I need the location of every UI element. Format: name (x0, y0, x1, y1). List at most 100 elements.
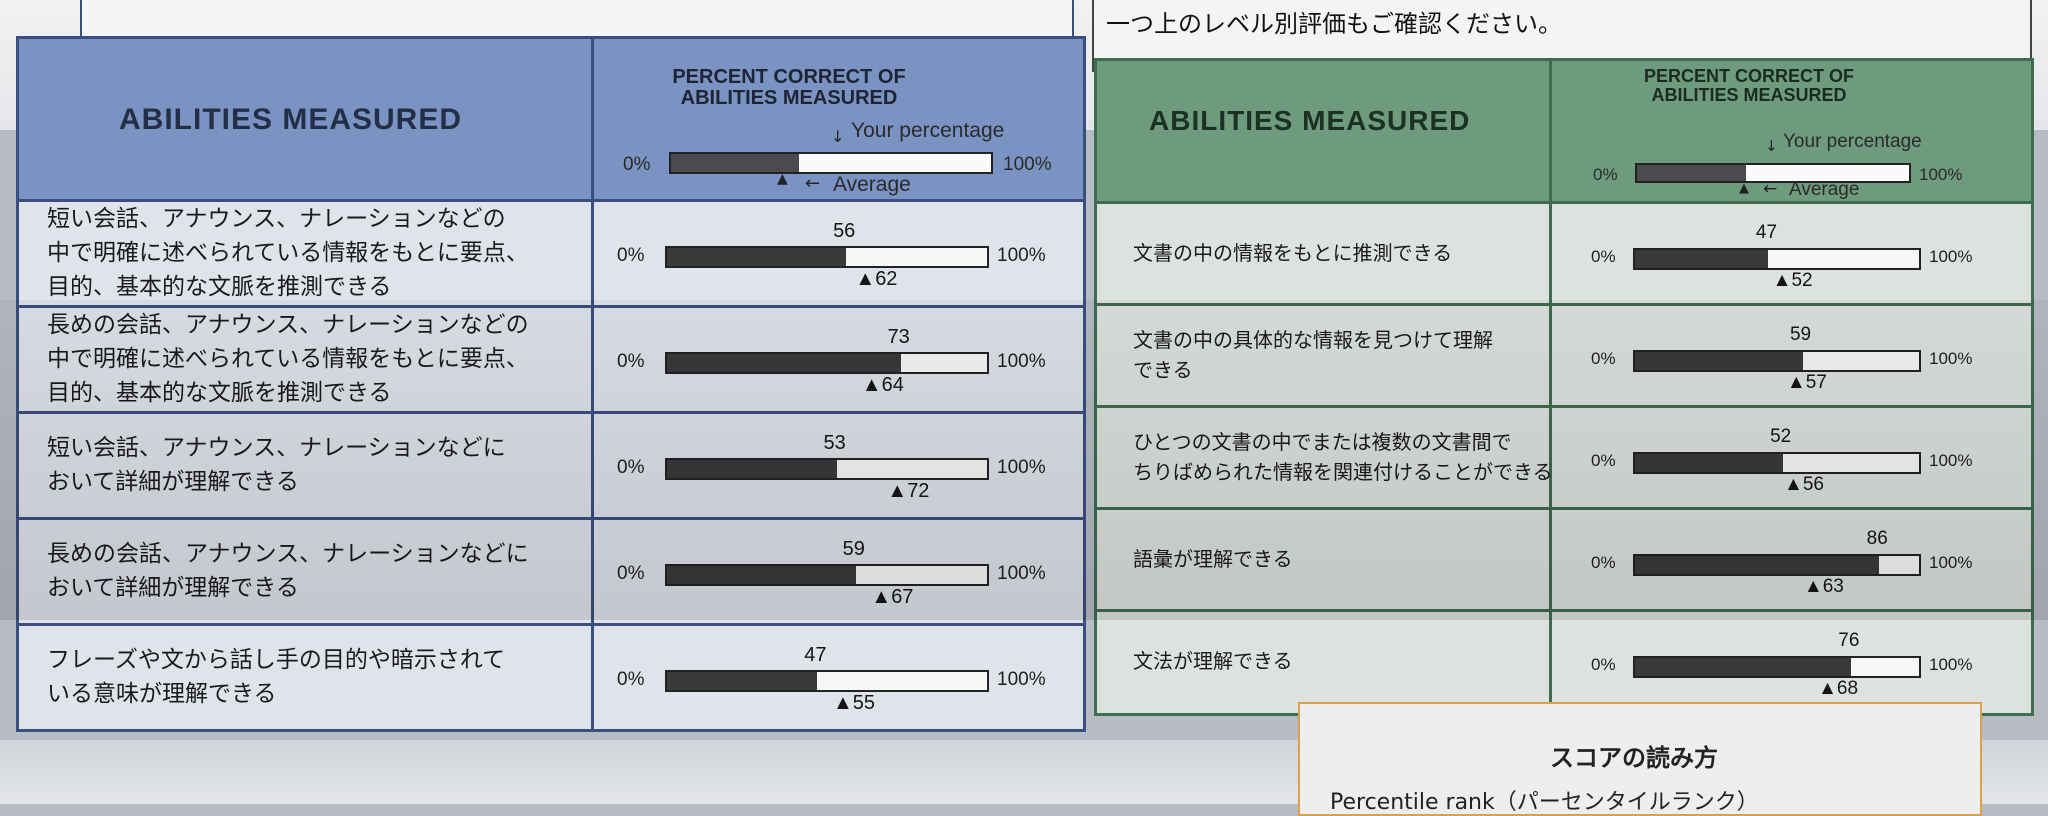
average-triangle-icon: ▲ (1818, 678, 1837, 699)
bar-zero-label: 0% (617, 669, 645, 690)
column-divider (1549, 612, 1552, 714)
your-percentage-value: 52 (1770, 426, 1792, 447)
ability-description-line: いる意味が理解できる (47, 681, 277, 707)
ability-description-line: 文書の中の具体的な情報を見つけて理解 (1133, 328, 1493, 352)
bar-hundred-label: 100% (1929, 349, 1973, 368)
legend-zero-label: 0% (623, 154, 651, 175)
ability-description: 文書の中の具体的な情報を見つけて理解 できる (1133, 325, 1493, 385)
ability-description: 文書の中の情報をもとに推測できる (1133, 238, 1452, 268)
bar-hundred-label: 100% (997, 669, 1046, 690)
your-percentage-value: 86 (1866, 528, 1888, 549)
your-percentage-fill (1635, 454, 1783, 472)
average-value: 56 (1802, 474, 1824, 495)
legend-bar-fill (1637, 165, 1746, 181)
legend-your-percentage: Your percentage (1783, 131, 1922, 152)
bar-hundred-label: 100% (1929, 247, 1973, 266)
ability-description-line: 中で明確に述べられている情報をもとに要点、 (47, 346, 529, 372)
table-header: ABILITIES MEASURED PERCENT CORRECT OF AB… (19, 39, 1083, 202)
ability-row: 長めの会話、アナウンス、ナレーションなどに おいて詳細が理解できる 0% 100% 59… (19, 517, 1083, 626)
ability-description-line: 文法が理解できる (1133, 649, 1293, 673)
average-arrow-icon: ← (805, 173, 821, 194)
notice-text: 一つ上のレベル別評価もご確認ください。 (1106, 10, 1562, 38)
ability-description: 長めの会話、アナウンス、ナレーションなどに おいて詳細が理解できる (47, 537, 529, 605)
average-marker: ▲55 (833, 692, 875, 715)
your-percentage-value: 47 (1755, 222, 1778, 243)
average-marker: ▲57 (1787, 372, 1827, 394)
ability-description-line: 目的、基本的な文脈を推測できる (47, 380, 392, 406)
ability-description-line: おいて詳細が理解できる (47, 469, 299, 495)
column-divider (1549, 510, 1552, 612)
legend-hundred-label: 100% (1003, 154, 1052, 175)
column-divider (591, 202, 594, 308)
percent-correct-title-line1: PERCENT CORRECT OF (1643, 66, 1854, 86)
average-value: 68 (1836, 678, 1859, 699)
abilities-measured-title: ABILITIES MEASURED (1149, 105, 1471, 136)
legend-zero-label: 0% (1593, 165, 1618, 184)
average-triangle-icon: ▲ (855, 268, 876, 290)
ability-description-line: 短い会話、アナウンス、ナレーションなどの (47, 206, 506, 232)
your-percentage-fill (1635, 556, 1880, 574)
ability-description: 長めの会話、アナウンス、ナレーションなどの 中で明確に述べられている情報をもとに要… (47, 308, 529, 410)
ability-description: ひとつの文書の中でまたは複数の文書間で ちりばめられた情報を関連付けることができる (1133, 427, 1553, 487)
bar-zero-label: 0% (1591, 655, 1616, 674)
percent-bar (1633, 656, 1921, 678)
average-marker: ▲63 (1804, 576, 1844, 598)
your-percentage-value: 76 (1838, 630, 1860, 651)
percent-correct-title-line2: ABILITIES MEASURED (680, 87, 898, 109)
percent-bar (665, 246, 989, 268)
bar-hundred-label: 100% (1929, 553, 1973, 572)
ability-row: 文書の中の情報をもとに推測できる 0% 100% 47 ▲52 (1097, 201, 2031, 306)
your-percentage-value: 47 (804, 644, 827, 666)
your-percentage-fill (667, 354, 901, 372)
your-percentage-arrow-icon: ↓ (1765, 137, 1778, 155)
ability-row: 文法が理解できる 0% 100% 76 ▲68 (1097, 609, 2031, 714)
ability-description-line: 長めの会話、アナウンス、ナレーションなどの (47, 312, 529, 338)
bar-zero-label: 0% (617, 457, 645, 478)
percent-bar (1633, 248, 1921, 270)
percent-bar (1633, 350, 1921, 372)
average-marker-icon: ▲ (777, 171, 788, 187)
average-marker: ▲56 (1784, 474, 1824, 496)
percent-bar (665, 564, 989, 586)
column-divider (591, 308, 594, 414)
ability-description-line: 文書の中の情報をもとに推測できる (1133, 241, 1453, 265)
average-marker: ▲68 (1818, 678, 1858, 700)
average-triangle-icon: ▲ (833, 692, 853, 714)
average-triangle-icon: ▲ (861, 374, 882, 396)
your-percentage-value: 59 (842, 538, 865, 560)
percent-correct-title: PERCENT CORRECT OF ABILITIES MEASURED (1549, 67, 1949, 105)
table-header: ABILITIES MEASURED PERCENT CORRECT OF AB… (1097, 61, 2031, 204)
ability-description: 語彙が理解できる (1133, 544, 1293, 574)
ability-description-line: フレーズや文から話し手の目的や暗示されて (47, 647, 506, 673)
ability-row: 長めの会話、アナウンス、ナレーションなどの 中で明確に述べられている情報をもとに要… (19, 305, 1083, 414)
listening-abilities-table: ABILITIES MEASURED PERCENT CORRECT OF AB… (16, 36, 1086, 732)
your-percentage-value: 73 (887, 326, 910, 348)
percentile-rank-label: Percentile rank（パーセンタイルランク） (1330, 790, 1759, 815)
bar-hundred-label: 100% (997, 351, 1046, 372)
average-triangle-icon: ▲ (1772, 270, 1792, 291)
average-marker-icon: ▲ (1739, 181, 1749, 196)
ability-description-line: ちりばめられた情報を関連付けることができる (1133, 460, 1553, 484)
your-percentage-fill (1635, 658, 1851, 676)
average-marker: ▲67 (871, 586, 913, 609)
bar-zero-label: 0% (1591, 553, 1616, 572)
ability-description-line: 短い会話、アナウンス、ナレーションなどに (47, 435, 506, 461)
average-value: 72 (907, 480, 930, 502)
average-value: 55 (852, 692, 876, 714)
bar-zero-label: 0% (1591, 349, 1616, 368)
your-percentage-fill (1635, 352, 1803, 370)
bar-hundred-label: 100% (997, 457, 1046, 478)
bar-zero-label: 0% (617, 245, 645, 266)
average-marker: ▲72 (887, 480, 929, 503)
average-value: 63 (1822, 576, 1844, 597)
ability-row: 語彙が理解できる 0% 100% 86 ▲63 (1097, 507, 2031, 612)
legend-bar (1635, 163, 1911, 183)
your-percentage-fill (667, 248, 847, 266)
ability-description-line: 目的、基本的な文脈を推測できる (47, 274, 392, 300)
your-percentage-arrow-icon: ↓ (831, 127, 845, 146)
ability-row: ひとつの文書の中でまたは複数の文書間で ちりばめられた情報を関連付けることができる… (1097, 405, 2031, 510)
average-marker: ▲64 (862, 374, 904, 397)
bar-hundred-label: 100% (1929, 451, 1973, 470)
column-divider (591, 520, 594, 626)
reading-abilities-table: ABILITIES MEASURED PERCENT CORRECT OF AB… (1094, 58, 2034, 716)
